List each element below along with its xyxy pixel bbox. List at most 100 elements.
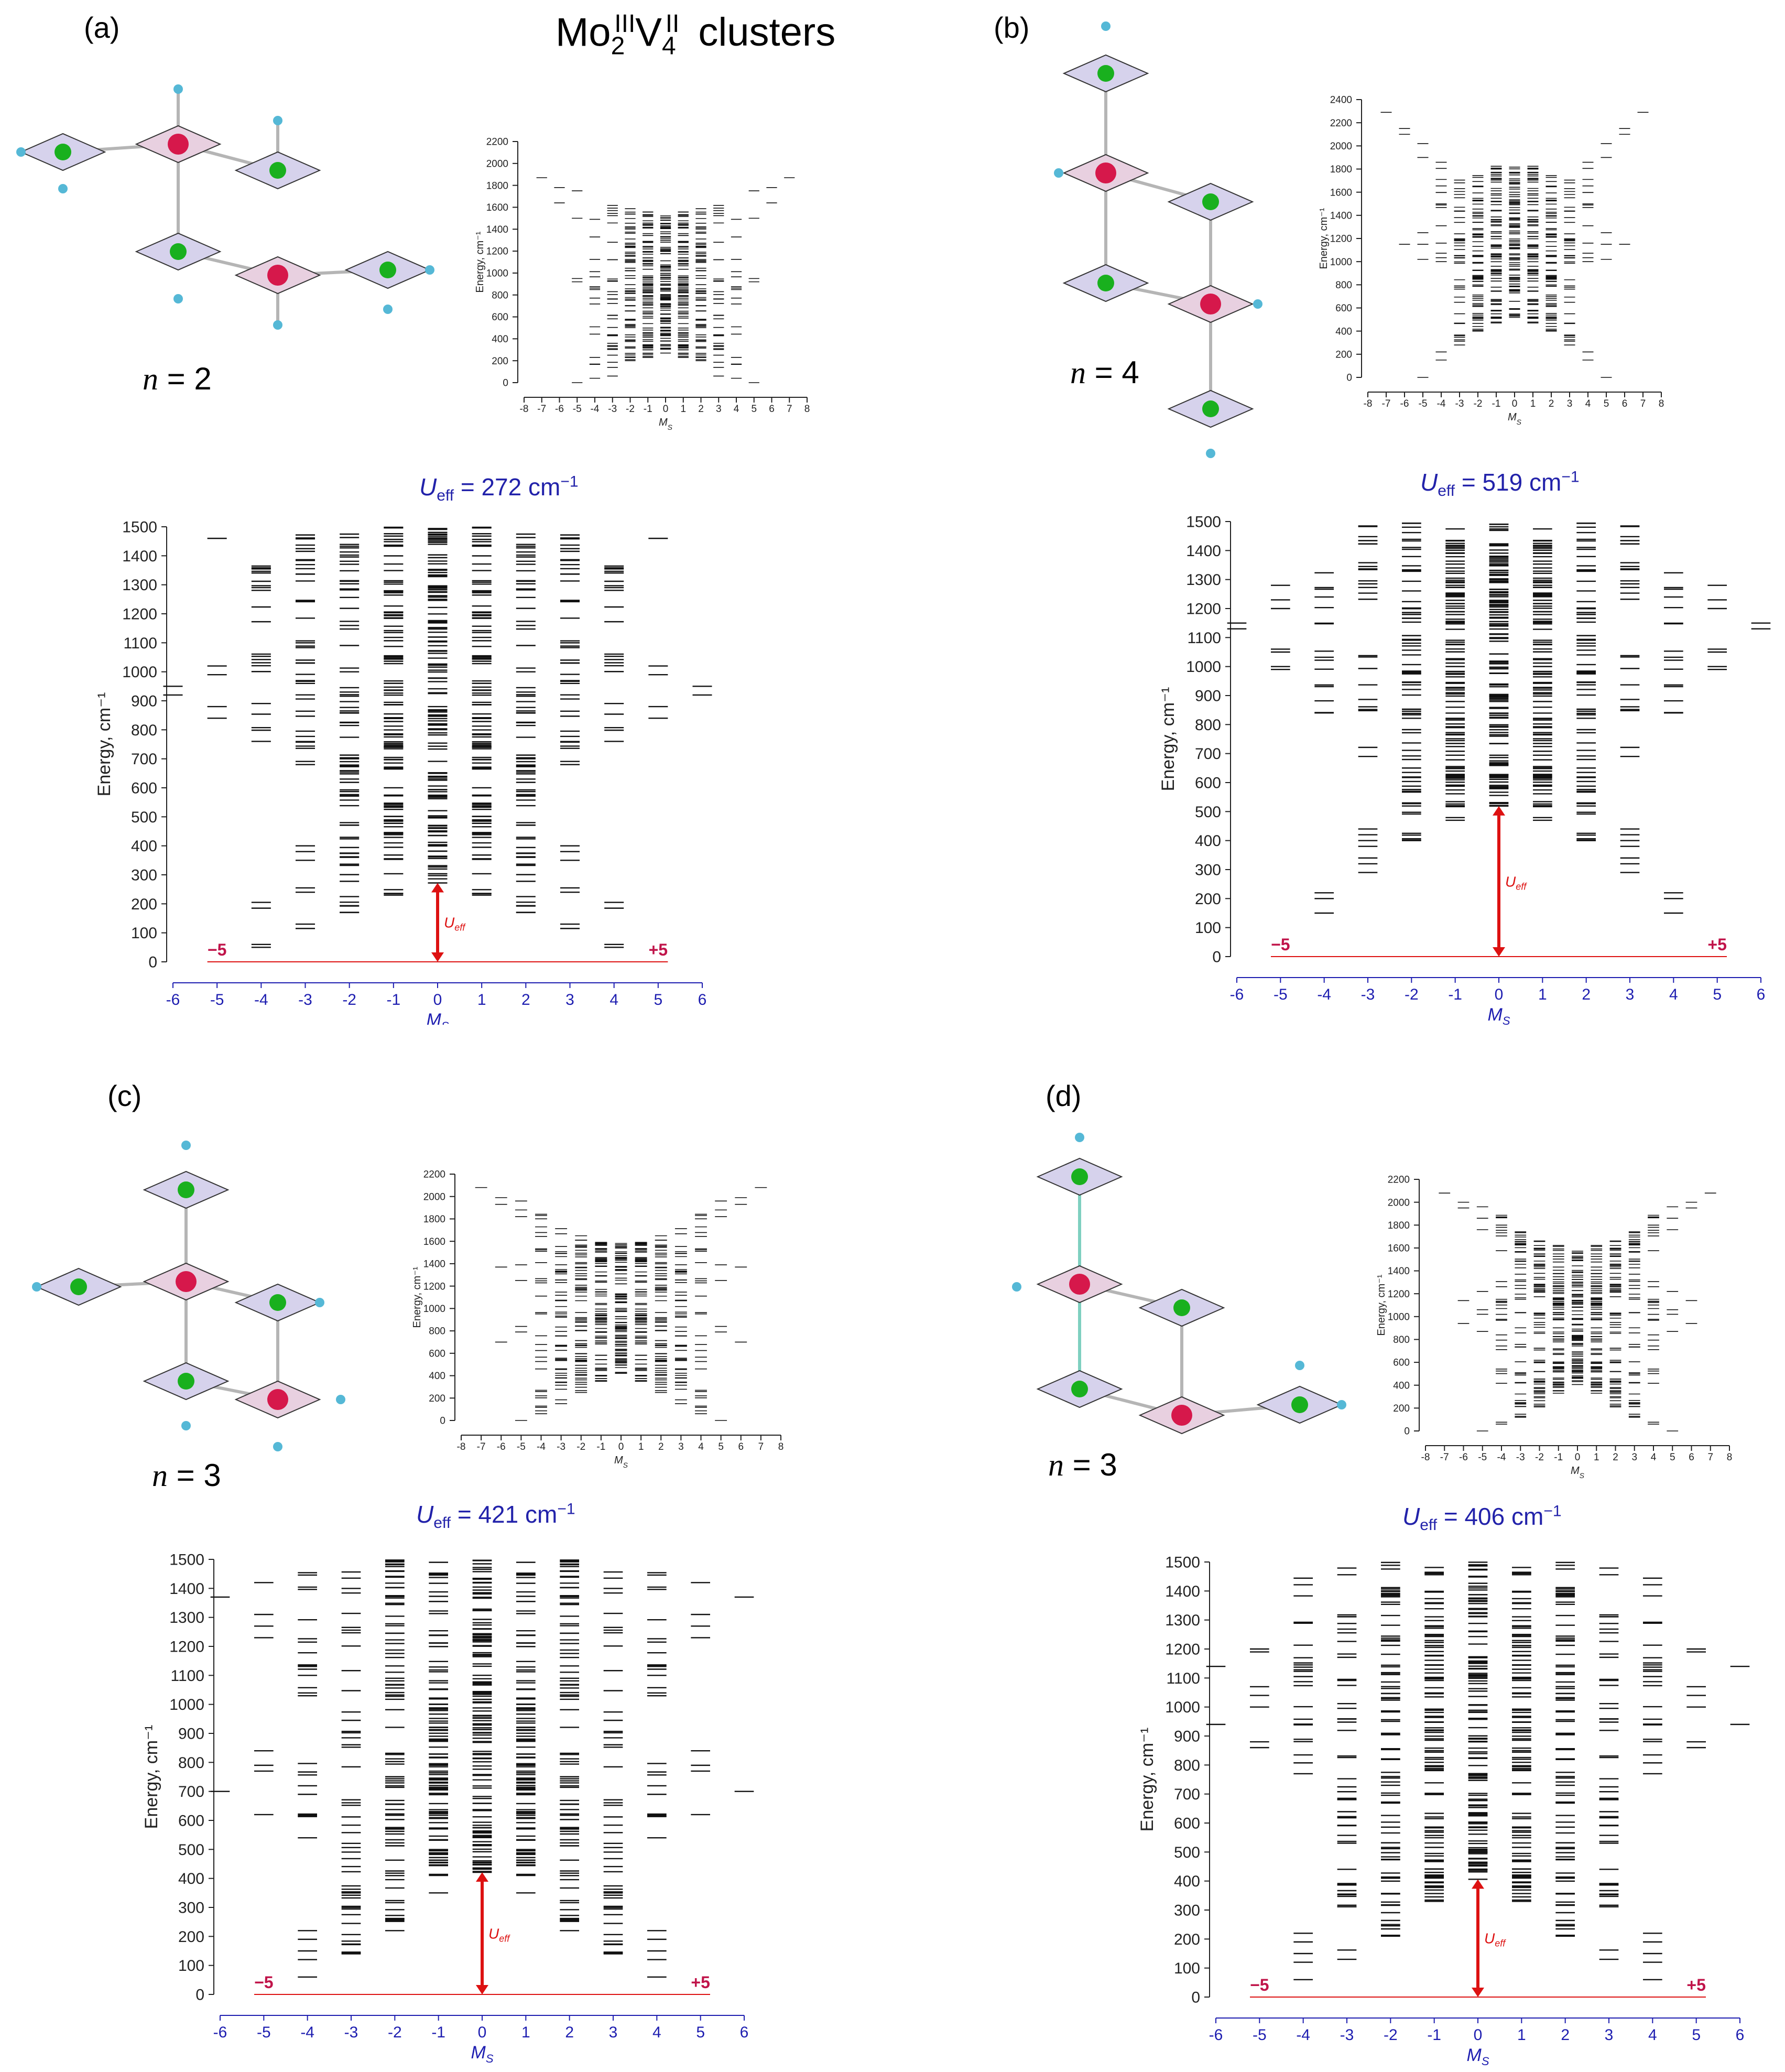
- cluster-structure-c: [32, 1141, 345, 1451]
- y-tick-label: 1600: [1388, 1243, 1410, 1254]
- y-tick-label: 700: [1195, 745, 1221, 763]
- x-tick-label: 8: [1727, 1452, 1733, 1463]
- ueff-arrowhead-bottom: [431, 952, 444, 962]
- x-tick-label: 1: [1517, 2026, 1526, 2044]
- x-tick-label: -2: [388, 2024, 402, 2041]
- y-tick-label: 800: [131, 722, 157, 739]
- x-tick-label: 1: [1594, 1452, 1599, 1463]
- x-tick-label: 7: [1707, 1452, 1713, 1463]
- y-axis-label: Energy, cm⁻¹: [411, 1266, 423, 1328]
- ueff-arrowhead-top: [476, 1872, 488, 1882]
- x-tick-label: 7: [758, 1441, 764, 1452]
- x-tick-label: 1: [1538, 986, 1547, 1003]
- x-tick-label: -2: [1405, 986, 1419, 1003]
- x-tick-label: 0: [663, 404, 669, 415]
- x-tick-label: 0: [1474, 2026, 1483, 2044]
- x-tick-label: 0: [433, 991, 442, 1008]
- x-tick-label: 6: [698, 991, 707, 1008]
- x-tick-label: -6: [1459, 1452, 1468, 1463]
- y-tick-label: 800: [492, 290, 508, 301]
- x-tick-label: -8: [1421, 1452, 1430, 1463]
- x-tick-label: -3: [344, 2024, 358, 2041]
- x-tick-label: -4: [254, 991, 268, 1008]
- y-tick-label: 1500: [1165, 1554, 1200, 1571]
- x-tick-label: -2: [626, 404, 635, 415]
- y-axis-label: Energy, cm⁻¹: [1137, 1728, 1157, 1832]
- y-tick-label: 1400: [1330, 210, 1352, 221]
- y-tick-label: 600: [1174, 1815, 1200, 1832]
- x-tick-label: 2: [698, 404, 704, 415]
- x-tick-label: -4: [1497, 1452, 1506, 1463]
- y-tick-label: 500: [178, 1841, 204, 1859]
- x-tick-label: 5: [1713, 986, 1722, 1003]
- y-tick-label: 1400: [1186, 543, 1221, 560]
- x-tick-label: 4: [609, 991, 618, 1008]
- ground-label-minus: −5: [254, 1973, 273, 1992]
- x-tick-label: -3: [608, 404, 617, 415]
- ueff-label-b: Ueff = 519 cm−1: [1420, 468, 1580, 500]
- y-tick-label: 0: [1212, 949, 1221, 966]
- cluster-structure-d: [1012, 1133, 1346, 1435]
- x-tick-label: 4: [1585, 398, 1591, 409]
- x-axis-label: MS: [614, 1455, 628, 1469]
- y-axis-label: Energy, cm⁻¹: [142, 1725, 161, 1829]
- ueff-arrowhead-top: [1493, 806, 1505, 816]
- x-tick-label: -3: [298, 991, 312, 1008]
- y-tick-label: 700: [1174, 1786, 1200, 1803]
- y-tick-label: 1500: [169, 1552, 204, 1569]
- y-tick-label: 600: [429, 1348, 445, 1359]
- ueff-arrow-label: Ueff: [444, 915, 466, 933]
- x-tick-label: 6: [738, 1441, 744, 1452]
- x-tick-label: -3: [1455, 398, 1464, 409]
- y-tick-label: 200: [1195, 891, 1221, 908]
- ueff-arrowhead-bottom: [1493, 947, 1505, 957]
- x-tick-label: -5: [573, 404, 582, 415]
- cluster-structure-a: [16, 84, 434, 330]
- x-tick-label: -4: [1296, 2026, 1310, 2044]
- x-tick-label: 5: [1692, 2026, 1701, 2044]
- chart-d-large: 0 100 200 300 400 500 600 700 800 900 1000 1100 1200…: [1137, 1554, 1750, 2068]
- n-label-a: n = 2: [143, 361, 212, 396]
- y-tick-label: 900: [178, 1726, 204, 1743]
- x-tick-label: 5: [654, 991, 662, 1008]
- x-tick-label: -4: [591, 404, 600, 415]
- x-tick-label: -1: [596, 1441, 605, 1452]
- y-tick-label: 2200: [486, 137, 508, 148]
- x-tick-label: -7: [1440, 1452, 1449, 1463]
- y-tick-label: 900: [1195, 688, 1221, 705]
- x-tick-label: 0: [1495, 986, 1504, 1003]
- x-tick-label: 3: [1626, 986, 1635, 1003]
- x-tick-label: 2: [658, 1441, 664, 1452]
- y-axis-label: Energy, cm⁻¹: [1158, 687, 1178, 791]
- x-tick-label: 1: [680, 404, 686, 415]
- x-tick-label: -6: [213, 2024, 227, 2041]
- chart-c-small: 0 200 400 600 800 1000 1200 1400 1600 1800 2000 220…: [411, 1169, 783, 1469]
- x-tick-label: 3: [1605, 2026, 1614, 2044]
- y-tick-label: 1400: [486, 224, 508, 235]
- x-tick-label: -3: [1516, 1452, 1525, 1463]
- ueff-arrow-label: Ueff: [488, 1926, 510, 1944]
- x-tick-label: -6: [1209, 2026, 1223, 2044]
- y-tick-label: 600: [1335, 303, 1352, 314]
- y-tick-label: 200: [1335, 349, 1352, 360]
- y-tick-label: 200: [1174, 1931, 1200, 1948]
- chart-b-small: 0 200 400 600 800 1000 1200 1400 1600 1800 2000 220…: [1318, 95, 1664, 426]
- x-axis-label: MS: [1466, 2045, 1489, 2068]
- chart-c-large: 0 100 200 300 400 500 600 700 800 900 1000 1100 1200…: [142, 1552, 754, 2065]
- y-tick-label: 1300: [122, 577, 157, 594]
- x-tick-label: 2: [1613, 1452, 1618, 1463]
- y-tick-label: 1400: [169, 1580, 204, 1598]
- x-tick-label: -5: [257, 2024, 271, 2041]
- x-tick-label: -3: [1340, 2026, 1354, 2044]
- x-tick-label: 3: [678, 1441, 684, 1452]
- y-tick-label: 2200: [1330, 118, 1352, 129]
- x-tick-label: -8: [1364, 398, 1373, 409]
- x-tick-label: -5: [517, 1441, 526, 1452]
- x-tick-label: 7: [787, 404, 792, 415]
- y-tick-label: 200: [131, 896, 157, 913]
- y-tick-label: 700: [131, 751, 157, 768]
- y-tick-label: 200: [492, 356, 508, 367]
- y-tick-label: 1100: [123, 635, 157, 652]
- y-tick-label: 800: [1195, 717, 1221, 734]
- x-tick-label: -5: [1274, 986, 1288, 1003]
